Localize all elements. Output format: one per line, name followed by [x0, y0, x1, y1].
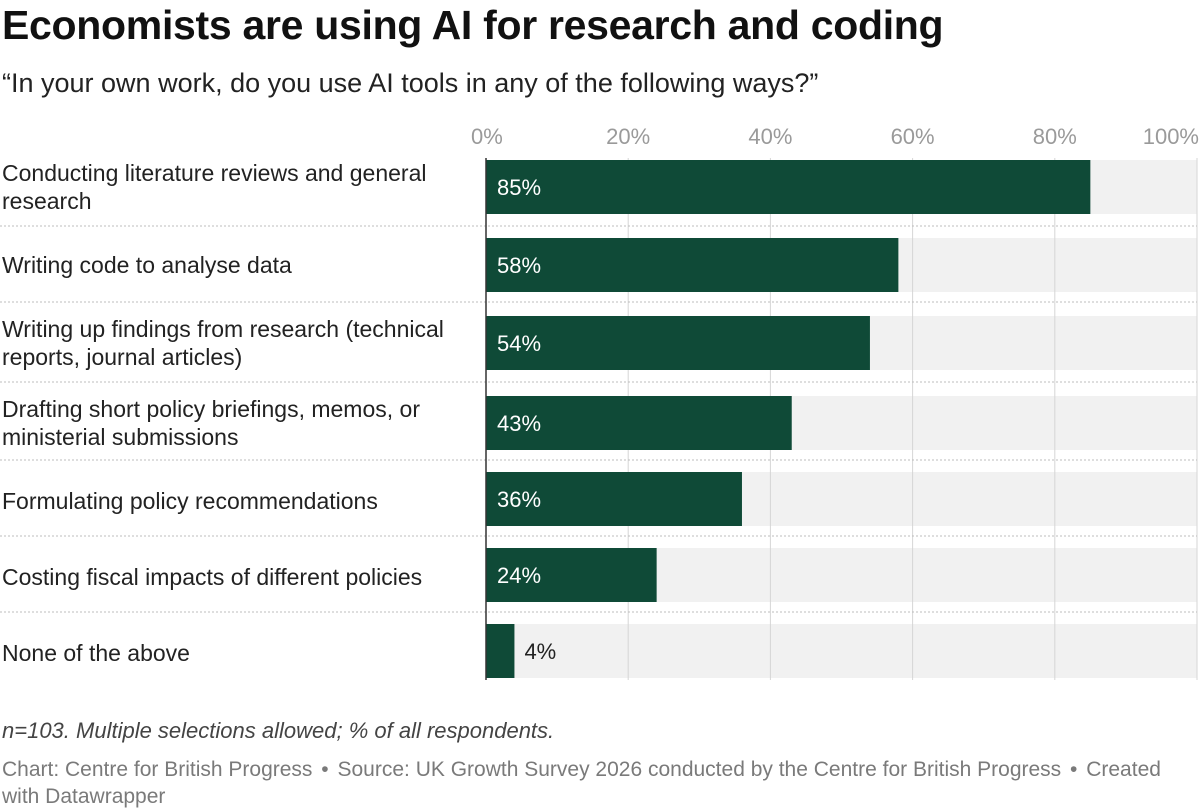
category-label: None of the above: [2, 640, 190, 666]
bar-value-label: 43%: [497, 411, 541, 436]
bar-value-label: 85%: [497, 175, 541, 200]
bar: [486, 396, 792, 450]
bar: [486, 548, 657, 602]
x-tick-label: 80%: [1033, 124, 1077, 149]
bar: [486, 160, 1091, 214]
credit-source: Source: UK Growth Survey 2026 conducted …: [337, 758, 1062, 781]
bar-value-label: 58%: [497, 253, 541, 278]
bar-value-label: 4%: [524, 639, 556, 664]
x-tick-label: 40%: [748, 124, 792, 149]
chart-title: Economists are using AI for research and…: [2, 2, 944, 48]
credit-datawrapper-link[interactable]: Created with Datawrapper: [2, 758, 1161, 808]
category-label: Writing up findings from research (techn…: [2, 316, 444, 370]
x-tick-label: 60%: [891, 124, 935, 149]
bar: [486, 316, 870, 370]
bar-track: [486, 624, 1197, 678]
x-tick-label: 0%: [471, 124, 503, 149]
category-label: Costing fiscal impacts of different poli…: [2, 564, 423, 590]
credit-chart-by: Chart: Centre for British Progress: [2, 758, 313, 781]
category-label: Writing code to analyse data: [2, 252, 292, 278]
bar-chart: 0% 20% 40% 60% 80% 100% 85% 58% 54% 43% 36% 24% 4%: [0, 124, 1199, 680]
credit-separator: •: [321, 758, 329, 781]
bar: [486, 238, 899, 292]
x-tick-label: 100%: [1143, 124, 1199, 149]
credit-separator: •: [1070, 758, 1078, 781]
category-label: Conducting literature reviews and genera…: [2, 160, 427, 214]
x-tick-label: 20%: [606, 124, 650, 149]
bar-value-label: 54%: [497, 331, 541, 356]
bar: [486, 624, 515, 678]
bar: [486, 472, 742, 526]
chart-credit: Chart: Centre for British Progress • Sou…: [2, 756, 1192, 810]
category-label: Drafting short policy briefings, memos, …: [2, 396, 420, 450]
bar-value-label: 24%: [497, 563, 541, 588]
bar-value-label: 36%: [497, 487, 541, 512]
category-label: Formulating policy recommendations: [2, 488, 378, 514]
chart-note: n=103. Multiple selections allowed; % of…: [2, 718, 555, 743]
chart-subtitle: “In your own work, do you use AI tools i…: [2, 68, 819, 98]
